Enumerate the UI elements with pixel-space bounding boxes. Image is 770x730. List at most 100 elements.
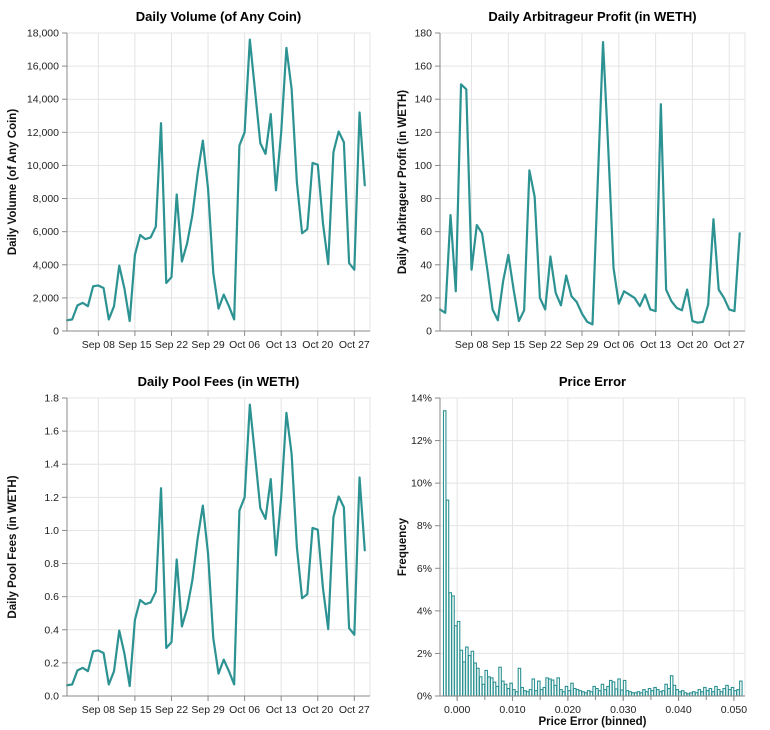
histogram-bar xyxy=(537,680,541,697)
histogram-bar xyxy=(520,686,524,697)
histogram-bar xyxy=(467,655,472,697)
plot-border xyxy=(439,397,746,697)
x-tick-label: Oct 06 xyxy=(229,339,260,351)
histogram-bar xyxy=(586,690,591,697)
histogram-bar xyxy=(620,689,624,697)
histogram-bar xyxy=(570,682,574,697)
y-axis-title: Daily Arbitrageur Profit (in WETH) xyxy=(397,90,409,274)
histogram-bar xyxy=(703,686,707,697)
histogram-bar xyxy=(487,676,491,697)
x-tick-label: 0.020 xyxy=(555,704,581,716)
histogram-bar xyxy=(531,678,536,697)
y-tick-label: 0.6 xyxy=(44,591,59,603)
plot-border xyxy=(66,32,371,332)
histogram-bar xyxy=(561,691,566,697)
arbitrageur-profit-chart: 0 20 40 60 80 100 120 140 160 180 Sep 08 Sep 15 Sep … xyxy=(397,9,746,351)
histogram-bar xyxy=(705,690,710,697)
x-tick-label: Sep 22 xyxy=(529,339,562,351)
histogram-bar xyxy=(481,683,486,697)
y-tick-label: 8% xyxy=(417,520,432,532)
x-tick-label: Sep 29 xyxy=(191,704,224,716)
y-tick-label: 1.8 xyxy=(44,393,59,405)
histogram-bar xyxy=(739,680,743,697)
histogram-bar xyxy=(714,685,718,697)
x-tick-label: Sep 15 xyxy=(118,339,151,351)
histogram-bar xyxy=(667,687,671,697)
x-tick-label: Sep 08 xyxy=(455,339,488,351)
histogram-bar xyxy=(456,620,461,697)
y-tick-label: 10% xyxy=(411,478,432,490)
y-tick-label: 14,000 xyxy=(27,94,59,106)
y-tick-label: 0 xyxy=(426,326,432,338)
histogram-bar xyxy=(462,661,466,697)
y-tick-label: 160 xyxy=(414,61,432,73)
histogram-bar xyxy=(465,646,469,697)
x-tick-label: Sep 22 xyxy=(155,339,188,351)
histogram-bar xyxy=(445,499,450,697)
series-line xyxy=(65,38,366,323)
histogram-bar xyxy=(614,688,619,697)
x-tick-label: 0.030 xyxy=(610,704,636,716)
price-error-histogram: 0% 2% 4% 6% 8% 10% 12% 14% 0.000 0.010 0.020 0.030 0… xyxy=(397,374,747,728)
y-tick-label: 0.4 xyxy=(44,624,59,636)
y-tick-label: 6,000 xyxy=(33,226,59,238)
histogram-bar xyxy=(514,691,519,697)
arbitrageur-profit-panel: 0 20 40 60 80 100 120 140 160 180 Sep 08 Sep 15 Sep … xyxy=(385,0,770,365)
histogram-bar xyxy=(476,667,480,697)
x-tick-label: Sep 08 xyxy=(82,704,115,716)
histogram-bar xyxy=(644,691,649,697)
histogram-bar xyxy=(542,686,547,697)
x-tick-label: Oct 13 xyxy=(266,339,297,351)
histogram-bar xyxy=(730,686,735,697)
y-tick-label: 4,000 xyxy=(33,259,59,271)
histogram-bar xyxy=(592,685,596,697)
histogram-bar xyxy=(470,650,475,697)
histogram-bar xyxy=(625,690,630,697)
y-tick-label: 60 xyxy=(420,226,432,238)
y-tick-label: 12% xyxy=(411,435,432,447)
y-axis-title: Daily Pool Fees (in WETH) xyxy=(7,475,19,618)
x-tick-label: Oct 27 xyxy=(714,339,745,351)
histogram-bar xyxy=(492,681,497,697)
y-tick-label: 0.0 xyxy=(44,691,59,703)
histogram-bar xyxy=(478,676,483,697)
histogram-bar xyxy=(473,662,477,697)
y-tick-label: 180 xyxy=(414,28,432,40)
histogram-bar xyxy=(442,410,447,697)
x-tick-label: Oct 20 xyxy=(302,339,333,351)
x-tick-label: Sep 15 xyxy=(492,339,525,351)
plot-border xyxy=(66,397,371,697)
x-tick-label: 0.010 xyxy=(499,704,525,716)
pool-fees-panel: 0.0 0.2 0.4 0.6 0.8 1.0 1.2 1.4 1.6 1.8 Sep 08 Sep … xyxy=(0,365,385,730)
histogram-bar xyxy=(517,667,522,697)
x-tick-label: Sep 08 xyxy=(82,339,115,351)
y-axis-title: Daily Volume (of Any Coin) xyxy=(7,109,19,255)
histogram-bar xyxy=(606,685,610,697)
x-tick-label: Oct 27 xyxy=(339,339,370,351)
histogram-bar xyxy=(567,690,572,697)
histogram-bar xyxy=(501,680,505,697)
histogram-bar xyxy=(711,691,715,697)
y-tick-label: 12,000 xyxy=(27,127,59,139)
chart-title: Price Error xyxy=(559,374,626,389)
histogram-bar xyxy=(716,689,721,697)
y-tick-label: 1.6 xyxy=(44,426,59,438)
histogram-bar xyxy=(495,685,500,697)
x-tick-label: 0.000 xyxy=(444,704,470,716)
histogram-bar xyxy=(525,691,530,697)
y-tick-label: 0.2 xyxy=(44,657,59,669)
histogram-bar xyxy=(727,689,732,697)
histogram-bar xyxy=(692,691,696,697)
price-error-panel: 0% 2% 4% 6% 8% 10% 12% 14% 0.000 0.010 0.020 0.030 0… xyxy=(385,365,770,730)
y-tick-label: 16,000 xyxy=(27,61,59,73)
y-tick-label: 0 xyxy=(53,326,59,338)
daily-volume-chart: 0 2,000 4,000 6,000 8,000 10,000 12,000 14,000 1… xyxy=(7,9,371,351)
y-tick-label: 14% xyxy=(411,393,432,405)
histogram-bar xyxy=(697,689,702,697)
y-tick-label: 20 xyxy=(420,292,432,304)
histogram-bar xyxy=(672,684,677,697)
x-tick-label: Oct 20 xyxy=(677,339,708,351)
histogram-bar xyxy=(669,675,674,697)
histogram-bar xyxy=(545,677,549,697)
histogram-bar xyxy=(506,687,511,697)
